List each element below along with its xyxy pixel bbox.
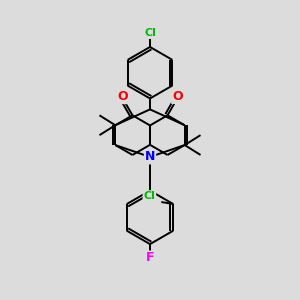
Text: Cl: Cl [144, 28, 156, 38]
Text: Cl: Cl [143, 191, 155, 201]
Text: N: N [145, 150, 155, 164]
Text: F: F [146, 251, 154, 265]
Text: O: O [117, 90, 128, 103]
Text: O: O [172, 90, 183, 103]
